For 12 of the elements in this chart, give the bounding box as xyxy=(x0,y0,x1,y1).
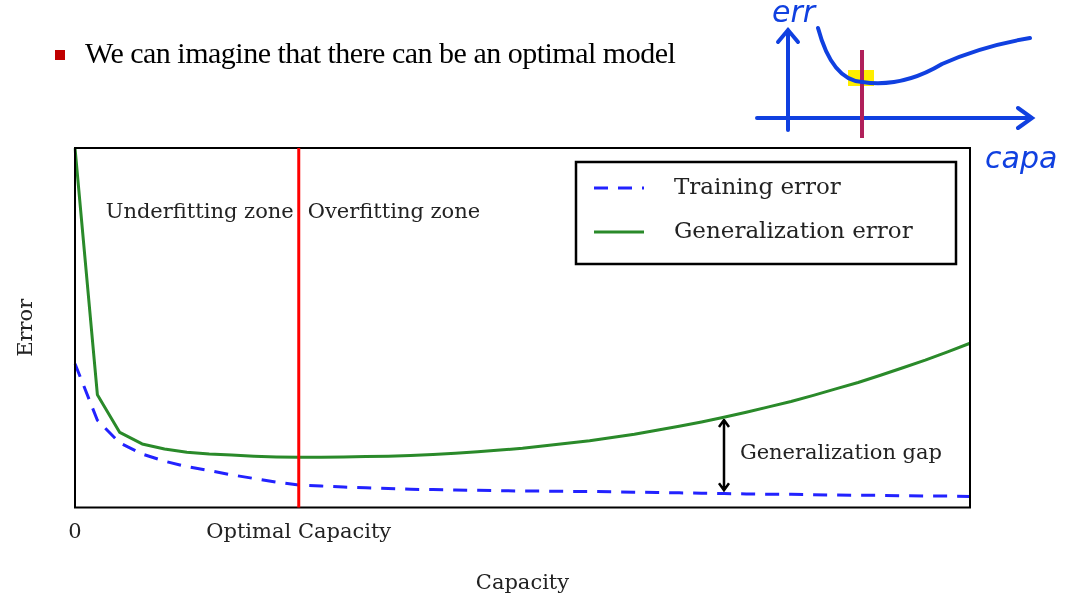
x-tick-label: 0 xyxy=(68,518,82,543)
x-axis-title: Capacity xyxy=(475,569,570,594)
annotation: Generalization gap xyxy=(739,439,943,464)
legend-label: Generalization error xyxy=(674,216,913,243)
y-axis-title: Error xyxy=(13,297,38,357)
x-tick-label: Optimal Capacity xyxy=(206,518,392,543)
legend-label: Training error xyxy=(674,172,841,199)
chart-title: We can imagine that there can be an optimal model xyxy=(85,36,676,70)
annotation: Overfitting zone xyxy=(307,199,481,224)
text: err xyxy=(772,0,816,29)
annotation: Underfitting zone xyxy=(105,199,294,224)
text: capa xyxy=(985,140,1058,175)
